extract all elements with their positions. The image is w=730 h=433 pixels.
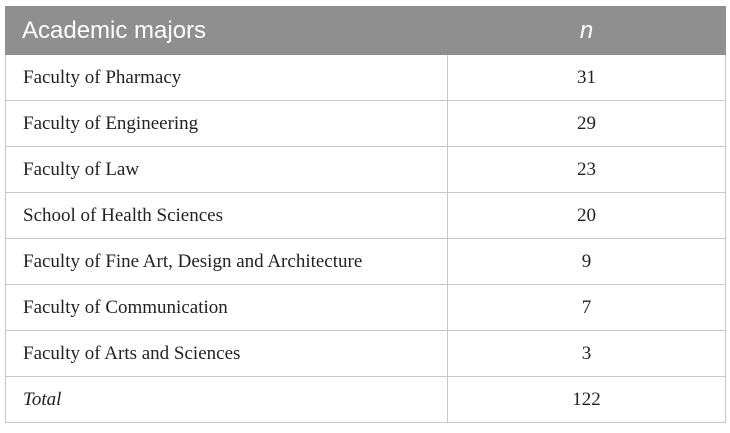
- header-academic-majors: Academic majors: [5, 6, 448, 55]
- total-row: Total 122: [5, 376, 726, 423]
- count-cell: 7: [447, 284, 726, 331]
- major-cell: Faculty of Communication: [5, 284, 448, 331]
- table-row: Faculty of Communication 7: [5, 284, 726, 331]
- table-header: Academic majors n: [5, 6, 726, 55]
- total-count: 122: [447, 376, 726, 423]
- table-row: Faculty of Pharmacy 31: [5, 54, 726, 101]
- table-row: Faculty of Law 23: [5, 146, 726, 193]
- academic-majors-table: Academic majors n Faculty of Pharmacy 31…: [5, 6, 726, 423]
- table-row: Faculty of Arts and Sciences 3: [5, 330, 726, 377]
- total-label: Total: [5, 376, 448, 423]
- table-row: Faculty of Fine Art, Design and Architec…: [5, 238, 726, 285]
- count-cell: 3: [447, 330, 726, 377]
- header-row: Academic majors n: [5, 6, 726, 55]
- major-cell: Faculty of Pharmacy: [5, 54, 448, 101]
- count-cell: 29: [447, 100, 726, 147]
- count-cell: 9: [447, 238, 726, 285]
- table-row: Faculty of Engineering 29: [5, 100, 726, 147]
- major-cell: Faculty of Fine Art, Design and Architec…: [5, 238, 448, 285]
- major-cell: Faculty of Arts and Sciences: [5, 330, 448, 377]
- count-cell: 31: [447, 54, 726, 101]
- major-cell: Faculty of Law: [5, 146, 448, 193]
- header-n: n: [447, 6, 726, 55]
- count-cell: 23: [447, 146, 726, 193]
- table-body: Faculty of Pharmacy 31 Faculty of Engine…: [5, 54, 726, 423]
- count-cell: 20: [447, 192, 726, 239]
- table-row: School of Health Sciences 20: [5, 192, 726, 239]
- major-cell: School of Health Sciences: [5, 192, 448, 239]
- major-cell: Faculty of Engineering: [5, 100, 448, 147]
